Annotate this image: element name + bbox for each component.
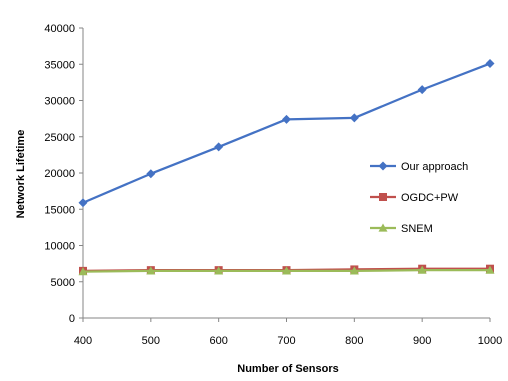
legend-label-snem: SNEM xyxy=(401,223,433,235)
x-tick-label: 900 xyxy=(413,335,431,347)
legend-marker-ogdc-pw xyxy=(379,193,387,201)
y-tick-label: 30000 xyxy=(44,96,75,108)
legend-label-ogdc-pw: OGDC+PW xyxy=(401,192,459,204)
y-tick-label: 15000 xyxy=(44,204,75,216)
y-tick-label: 5000 xyxy=(51,277,75,289)
y-axis-title: Network Lifetime xyxy=(15,130,27,219)
data-point-snem xyxy=(417,265,427,274)
y-tick-label: 20000 xyxy=(44,168,75,180)
legend-marker-our-approach xyxy=(378,161,388,171)
x-tick-label: 400 xyxy=(74,335,92,347)
legend-label-our-approach: Our approach xyxy=(401,161,468,173)
x-axis-title: Number of Sensors xyxy=(237,363,338,375)
y-tick-label: 25000 xyxy=(44,132,75,144)
x-tick-label: 800 xyxy=(345,335,363,347)
y-tick-label: 10000 xyxy=(44,241,75,253)
y-tick-label: 0 xyxy=(69,313,75,325)
data-point-our-approach xyxy=(146,169,156,179)
data-point-snem xyxy=(282,266,291,275)
data-point-our-approach xyxy=(485,59,495,69)
series-line-our-approach xyxy=(82,62,491,204)
data-point-snem xyxy=(485,265,495,274)
data-point-our-approach xyxy=(282,114,291,124)
data-point-our-approach xyxy=(78,198,88,208)
y-tick-label: 35000 xyxy=(44,59,75,71)
data-point-snem xyxy=(78,267,88,276)
y-tick-label: 40000 xyxy=(44,23,75,35)
x-tick-label: 700 xyxy=(277,335,295,347)
data-point-our-approach xyxy=(349,113,359,123)
x-tick-label: 500 xyxy=(142,335,160,347)
x-tick-label: 1000 xyxy=(478,335,502,347)
data-point-our-approach xyxy=(417,85,427,95)
legend-marker-snem xyxy=(378,223,388,232)
x-tick-label: 600 xyxy=(209,335,227,347)
data-point-snem xyxy=(214,266,224,275)
data-point-snem xyxy=(146,266,156,275)
data-point-snem xyxy=(349,266,359,275)
data-point-our-approach xyxy=(214,142,224,152)
